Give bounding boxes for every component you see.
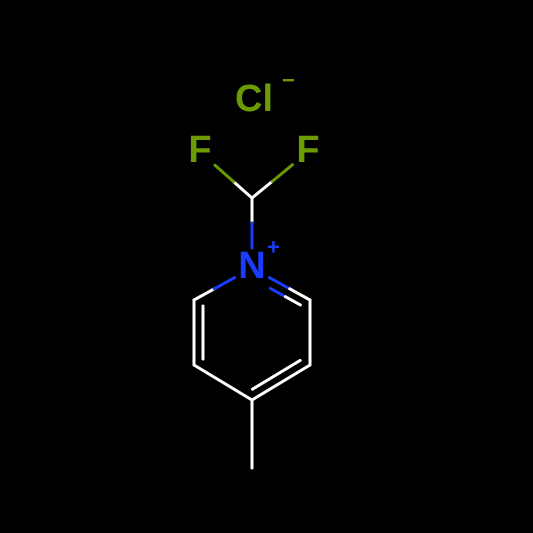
svg-text:N: N [238,245,265,287]
svg-text:−: − [282,68,295,93]
svg-text:F: F [188,129,211,171]
svg-text:Cl: Cl [235,78,273,120]
svg-text:+: + [267,235,280,260]
svg-text:F: F [296,129,319,171]
molecule-diagram: Cl− F F N+ [0,0,533,533]
